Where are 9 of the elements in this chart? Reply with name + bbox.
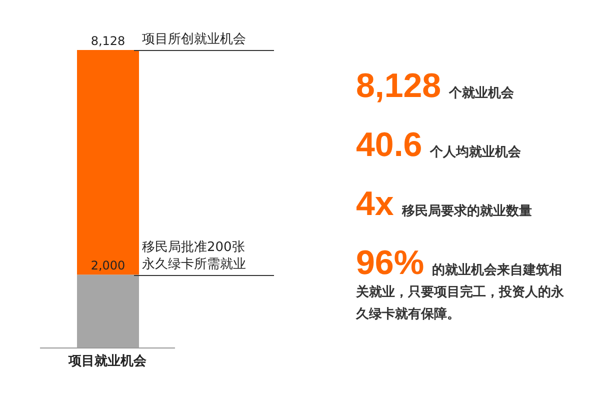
text: 8,128 个就业机会: [356, 67, 514, 105]
text: 项目所创就业机会: [141, 31, 247, 49]
total-label: 8,128: [90, 34, 126, 48]
data-label: 2,000: [90, 258, 126, 273]
text: 移民局批准200张永久绿卡所需就业: [141, 238, 247, 274]
text: 4x 移民局要求的就业数量: [356, 185, 532, 223]
x-tick-label: 项目就业机会: [68, 353, 148, 370]
text: 40.6 个人均就业机会: [356, 126, 522, 164]
text: 96% 的就业机会来自建筑相关就业，只要项目完工，投资人的永久绿卡就有保障。: [356, 244, 564, 322]
